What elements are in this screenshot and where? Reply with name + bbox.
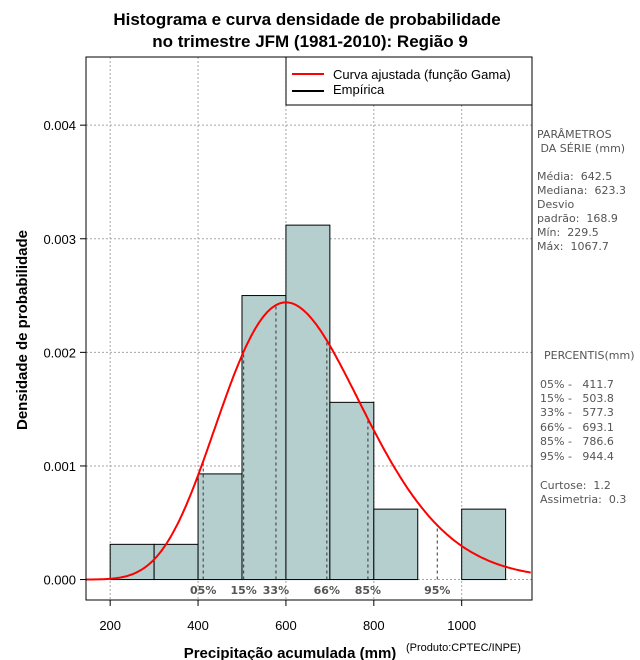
histogram-bars xyxy=(109,224,507,581)
x-tick-label: 800 xyxy=(363,618,385,633)
percentile-label: 85% xyxy=(355,584,381,597)
x-axis-ticks: 200 400 600 800 1000 xyxy=(99,600,476,633)
product-credit: (Produto:CPTEC/INPE) xyxy=(406,642,521,654)
histogram-bar xyxy=(197,473,243,581)
percentile-label: 33% xyxy=(263,584,289,597)
histogram-bar xyxy=(153,543,199,581)
histogram-bar xyxy=(373,508,419,581)
x-tick-label: 600 xyxy=(275,618,297,633)
y-tick-label: 0.004 xyxy=(43,118,76,133)
params-panel: PARÂMETROS DA SÉRIE (mm) Média: 642.5 Me… xyxy=(537,128,626,253)
percentile-label: 66% xyxy=(314,584,340,597)
legend-label-curve: Curva ajustada (função Gama) xyxy=(333,67,511,82)
params-line: Média: 642.5 xyxy=(537,170,612,183)
chart-title-line-2: no trimestre JFM (1981-2010): Região 9 xyxy=(152,32,468,51)
percentis-line: 15% - 503.8 xyxy=(540,392,614,405)
histogram-bar xyxy=(241,295,287,581)
params-line: DA SÉRIE (mm) xyxy=(537,142,625,155)
x-tick-label: 200 xyxy=(99,618,121,633)
x-tick-label: 1000 xyxy=(447,618,476,633)
gamma-curve-layer xyxy=(86,301,531,581)
chart-title-line-1: Histograma e curva densidade de probabil… xyxy=(113,10,500,29)
percentis-line: 85% - 786.6 xyxy=(540,435,614,448)
params-line: Desvio xyxy=(537,198,575,211)
percentis-line: 95% - 944.4 xyxy=(540,450,614,463)
x-tick-label: 400 xyxy=(187,618,209,633)
y-tick-label: 0.000 xyxy=(43,573,76,588)
percentis-line: Curtose: 1.2 xyxy=(540,479,611,492)
percentis-line: 33% - 577.3 xyxy=(540,406,614,419)
percentis-line: 05% - 411.7 xyxy=(540,378,614,391)
params-line: PARÂMETROS xyxy=(537,128,612,141)
percentile-label: 95% xyxy=(424,584,450,597)
y-tick-label: 0.003 xyxy=(43,232,76,247)
percentile-label: 05% xyxy=(190,584,216,597)
percentile-labels: 05% 15% 33% 66% 85% 95% xyxy=(190,584,450,597)
histogram-bar xyxy=(285,224,331,581)
legend-box xyxy=(285,56,533,106)
gamma-fit-curve xyxy=(86,301,531,581)
histogram-bar xyxy=(329,401,375,581)
params-line: Máx: 1067.7 xyxy=(537,240,609,253)
params-line: Mediana: 623.3 xyxy=(537,184,626,197)
percentis-line: PERCENTIS(mm) xyxy=(544,349,635,362)
y-axis-ticks: 0.000 0.001 0.002 0.003 0.004 xyxy=(43,118,86,588)
y-tick-label: 0.002 xyxy=(43,345,76,360)
x-axis-title: Precipitação acumulada (mm) xyxy=(184,645,397,660)
params-line: Mín: 229.5 xyxy=(537,226,599,239)
percentis-line: 66% - 693.1 xyxy=(540,421,614,434)
params-line: padrão: 168.9 xyxy=(537,212,618,225)
y-tick-label: 0.001 xyxy=(43,459,76,474)
percentis-panel: PERCENTIS(mm) 05% - 411.7 15% - 503.8 33… xyxy=(540,349,635,506)
legend-label-empirical: Empírica xyxy=(333,82,385,97)
legend: Curva ajustada (função Gama) Empírica xyxy=(285,56,533,106)
percentis-line: Assimetria: 0.3 xyxy=(540,493,626,506)
percentile-lines xyxy=(202,305,438,580)
percentile-label: 15% xyxy=(230,584,256,597)
histogram-bar xyxy=(461,508,507,581)
y-axis-title: Densidade de probabilidade xyxy=(14,230,31,430)
